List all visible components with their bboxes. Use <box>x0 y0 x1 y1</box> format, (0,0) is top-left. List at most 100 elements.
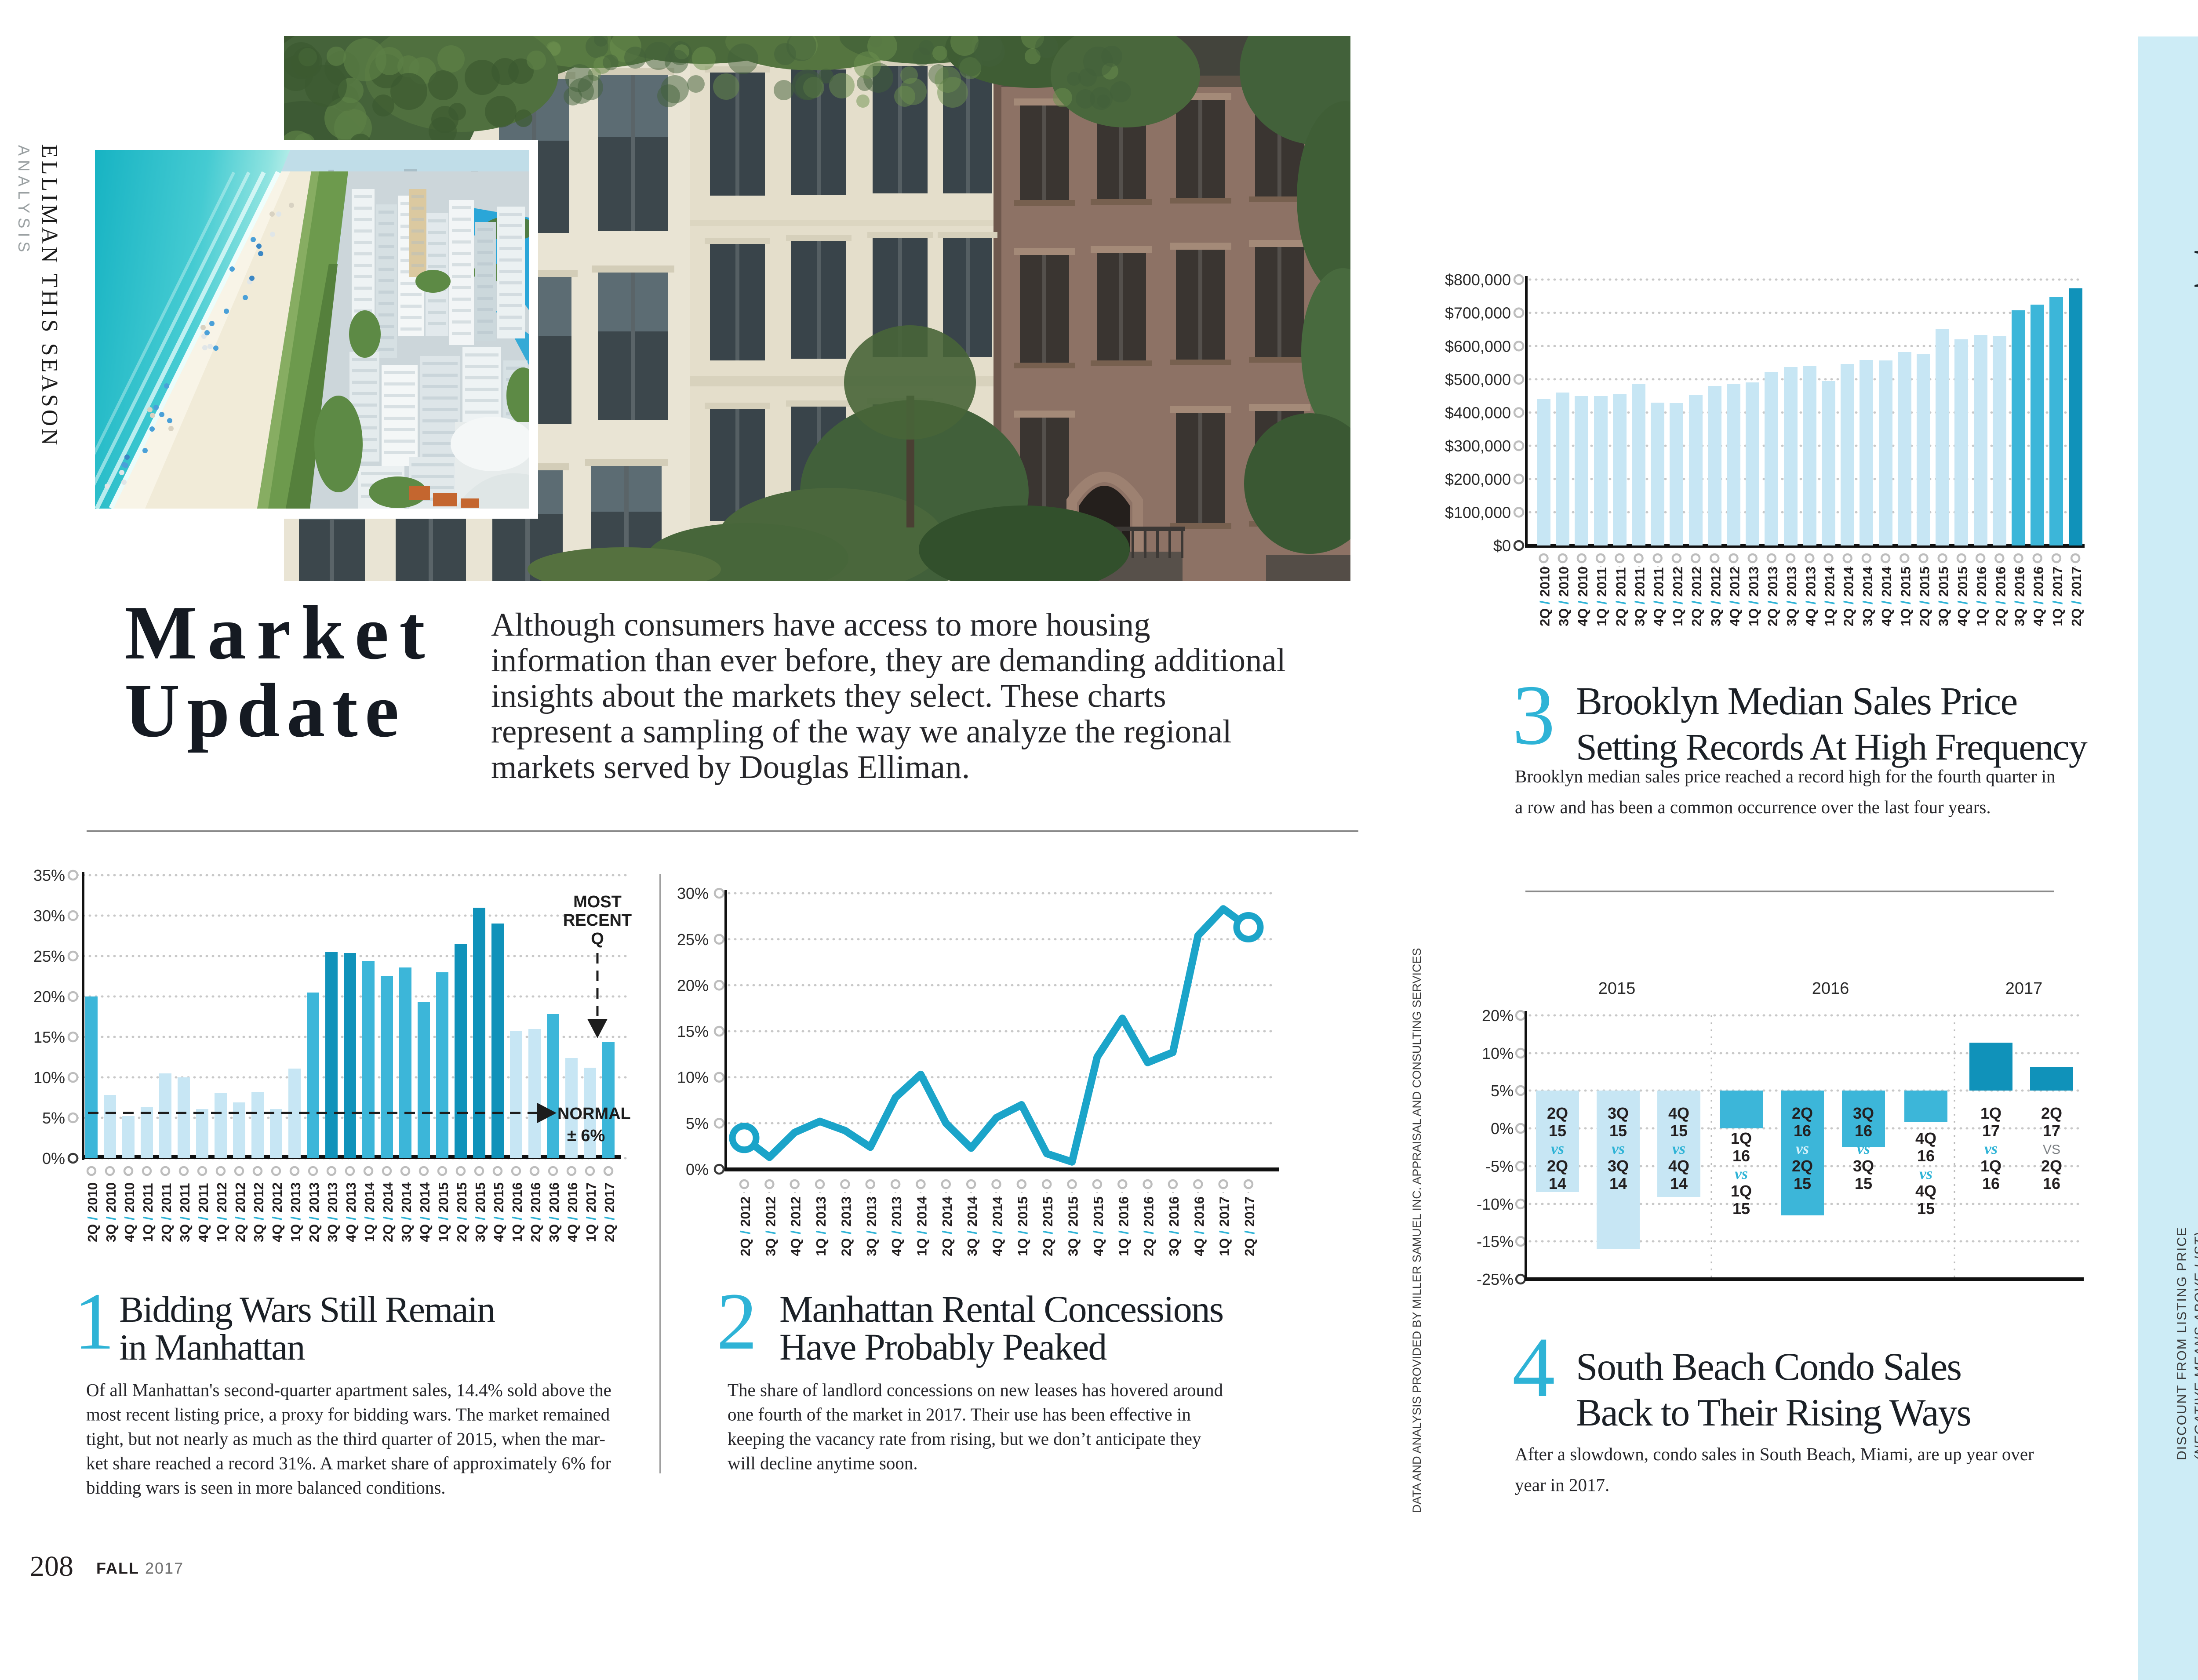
svg-text:0%: 0% <box>42 1149 65 1167</box>
svg-text:Have Probably Peaked: Have Probably Peaked <box>779 1326 1106 1368</box>
svg-text:5%: 5% <box>42 1109 65 1127</box>
svg-text:3Q / 2015: 3Q / 2015 <box>473 1182 488 1242</box>
svg-text:3Q / 2013: 3Q / 2013 <box>325 1182 340 1242</box>
svg-text:vs: vs <box>1551 1140 1564 1157</box>
svg-text:bidding wars is seen in more b: bidding wars is seen in more balanced co… <box>86 1477 446 1498</box>
svg-text:2Q / 2011: 2Q / 2011 <box>1613 567 1628 626</box>
svg-text:3Q / 2014: 3Q / 2014 <box>399 1182 414 1242</box>
svg-text:2Q / 2012: 2Q / 2012 <box>233 1182 248 1242</box>
svg-text:VS: VS <box>2043 1142 2060 1157</box>
svg-text:Market: Market <box>124 590 436 675</box>
svg-text:2017: 2017 <box>145 1559 184 1577</box>
svg-text:16: 16 <box>2043 1175 2060 1193</box>
svg-text:3Q / 2012: 3Q / 2012 <box>251 1182 266 1242</box>
svg-text:3Q: 3Q <box>1853 1157 1874 1175</box>
svg-text:$500,000: $500,000 <box>1445 371 1511 389</box>
svg-text:The share of landlord concessi: The share of landlord concessions on new… <box>728 1380 1223 1400</box>
svg-text:3Q / 2013: 3Q / 2013 <box>1784 567 1799 626</box>
svg-text:2: 2 <box>717 1276 757 1367</box>
svg-text:ANALYSIS: ANALYSIS <box>15 145 33 256</box>
svg-text:4Q / 2012: 4Q / 2012 <box>269 1182 285 1242</box>
svg-text:14: 14 <box>1549 1175 1566 1193</box>
svg-text:2Q: 2Q <box>2041 1157 2062 1175</box>
svg-text:3Q / 2012: 3Q / 2012 <box>1708 567 1723 626</box>
svg-text:vs: vs <box>1984 1140 1998 1157</box>
svg-text:2Q / 2010: 2Q / 2010 <box>1537 567 1553 626</box>
svg-text:25%: 25% <box>677 931 709 949</box>
svg-text:Of all Manhattan's second-quar: Of all Manhattan's second-quarter apartm… <box>86 1380 611 1400</box>
svg-text:$300,000: $300,000 <box>1445 437 1511 455</box>
svg-text:RECENT: RECENT <box>563 911 632 930</box>
svg-text:4Q / 2014: 4Q / 2014 <box>1879 566 1894 626</box>
svg-text:1Q / 2016: 1Q / 2016 <box>1116 1196 1131 1256</box>
svg-text:2Q / 2015: 2Q / 2015 <box>1917 567 1932 626</box>
svg-text:4Q / 2012: 4Q / 2012 <box>788 1196 804 1256</box>
svg-text:1Q / 2017: 1Q / 2017 <box>583 1182 599 1242</box>
svg-text:15: 15 <box>1794 1175 1811 1193</box>
svg-text:4: 4 <box>1512 1320 1555 1415</box>
svg-text:2015: 2015 <box>1598 979 1636 998</box>
svg-text:4Q / 2013: 4Q / 2013 <box>889 1196 904 1256</box>
svg-text:1Q / 2016: 1Q / 2016 <box>509 1182 525 1242</box>
svg-text:in Manhattan: in Manhattan <box>119 1327 305 1368</box>
svg-text:2Q / 2011: 2Q / 2011 <box>159 1183 174 1242</box>
svg-text:16: 16 <box>1917 1147 1935 1165</box>
svg-text:DATA AND ANALYSIS PROVIDED BY: DATA AND ANALYSIS PROVIDED BY MILLER SAM… <box>1410 948 1423 1513</box>
svg-text:DISCOUNT FROM LISTING PRICE: DISCOUNT FROM LISTING PRICE <box>2175 1226 2189 1460</box>
svg-text:2Q: 2Q <box>2041 1104 2062 1122</box>
svg-text:2Q / 2016: 2Q / 2016 <box>1993 567 2008 626</box>
svg-text:3Q / 2014: 3Q / 2014 <box>1860 566 1875 626</box>
svg-text:0%: 0% <box>686 1160 709 1178</box>
svg-text:15: 15 <box>1917 1200 1935 1218</box>
svg-text:17: 17 <box>1982 1122 2000 1140</box>
svg-text:$200,000: $200,000 <box>1445 470 1511 488</box>
svg-text:a row and has been a common oc: a row and has been a common occurrence o… <box>1515 797 1991 817</box>
svg-text:1Q / 2011: 1Q / 2011 <box>1594 567 1609 626</box>
svg-text:Manhattan Rental Concessions: Manhattan Rental Concessions <box>779 1288 1223 1330</box>
svg-text:2Q / 2015: 2Q / 2015 <box>1040 1196 1055 1256</box>
svg-text:2Q / 2016: 2Q / 2016 <box>1141 1196 1157 1256</box>
svg-text:16: 16 <box>1794 1122 1811 1140</box>
svg-text:2Q / 2013: 2Q / 2013 <box>838 1196 854 1256</box>
svg-text:30%: 30% <box>677 884 709 902</box>
svg-text:$400,000: $400,000 <box>1445 404 1511 422</box>
svg-text:4Q / 2016: 4Q / 2016 <box>565 1182 580 1242</box>
svg-text:2Q: 2Q <box>1792 1157 1813 1175</box>
svg-text:1Q / 2016: 1Q / 2016 <box>1974 567 1989 626</box>
svg-text:ket share reached a record 31%: ket share reached a record 31%. A market… <box>86 1453 611 1473</box>
svg-text:FALL: FALL <box>96 1559 139 1577</box>
svg-text:5%: 5% <box>686 1114 709 1132</box>
svg-text:3Q / 2015: 3Q / 2015 <box>1936 567 1951 626</box>
svg-text:4Q: 4Q <box>1668 1104 1689 1122</box>
svg-text:3: 3 <box>1512 668 1555 763</box>
svg-text:2Q / 2017: 2Q / 2017 <box>602 1182 617 1242</box>
svg-text:1Q / 2011: 1Q / 2011 <box>140 1183 156 1242</box>
svg-text:$100,000: $100,000 <box>1445 503 1511 521</box>
svg-text:1Q / 2013: 1Q / 2013 <box>1746 567 1761 626</box>
svg-text:5%: 5% <box>1491 1082 1514 1100</box>
svg-text:3Q / 2011: 3Q / 2011 <box>1632 567 1648 626</box>
svg-text:4Q / 2015: 4Q / 2015 <box>491 1182 506 1242</box>
svg-text:4Q / 2011: 4Q / 2011 <box>1651 567 1667 626</box>
svg-text:-10%: -10% <box>1477 1195 1514 1213</box>
svg-text:3Q: 3Q <box>1608 1157 1629 1175</box>
svg-text:ELLIMAN THIS SEASON: ELLIMAN THIS SEASON <box>37 144 62 448</box>
svg-text:$0: $0 <box>1493 537 1511 555</box>
svg-text:1Q / 2012: 1Q / 2012 <box>214 1182 229 1242</box>
svg-text:1Q / 2014: 1Q / 2014 <box>362 1182 377 1242</box>
svg-text:1: 1 <box>74 1276 115 1367</box>
svg-text:1Q / 2012: 1Q / 2012 <box>1670 567 1685 626</box>
svg-text:1Q / 2013: 1Q / 2013 <box>813 1196 829 1256</box>
svg-text:$800,000: $800,000 <box>1445 271 1511 289</box>
svg-text:2Q / 2013: 2Q / 2013 <box>306 1182 322 1242</box>
svg-text:1Q / 2015: 1Q / 2015 <box>436 1182 451 1242</box>
svg-text:2Q / 2013: 2Q / 2013 <box>1765 567 1780 626</box>
svg-text:16: 16 <box>1982 1175 2000 1193</box>
svg-text:2Q: 2Q <box>1547 1104 1568 1122</box>
svg-text:2Q / 2010: 2Q / 2010 <box>85 1182 100 1242</box>
svg-text:1Q: 1Q <box>1731 1182 1752 1200</box>
svg-text:14: 14 <box>1609 1175 1627 1193</box>
svg-text:10%: 10% <box>33 1069 65 1087</box>
svg-text:1Q: 1Q <box>1980 1104 2001 1122</box>
svg-text:1Q / 2013: 1Q / 2013 <box>288 1182 303 1242</box>
